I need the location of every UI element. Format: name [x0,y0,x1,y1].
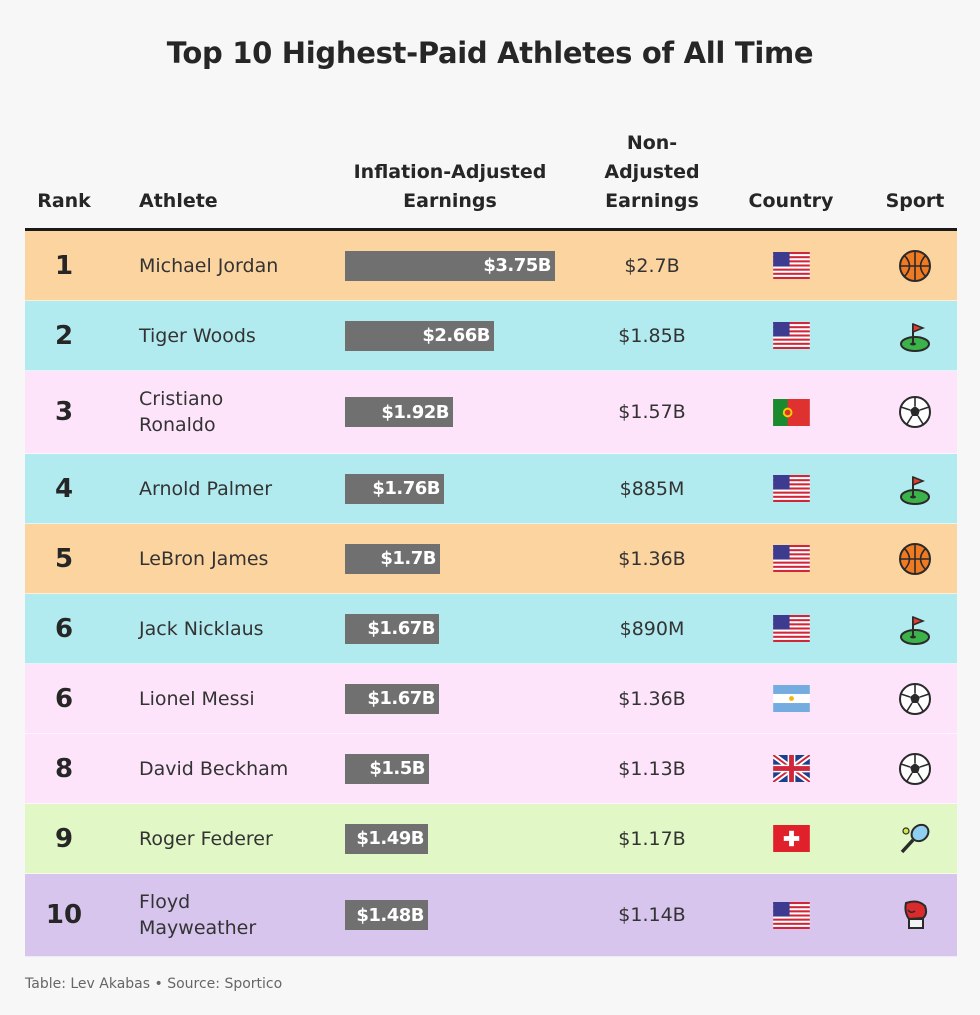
rank-cell: 3 [54,397,74,427]
chart-title: Top 10 Highest-Paid Athletes of All Time [166,36,814,70]
bar-cell: $1.48B [345,874,575,956]
non-adjusted-cell: $1.85B [618,324,686,347]
non-adjusted-cell: $1.17B [618,827,686,850]
table-row: 9 Roger Federer $1.49B $1.17B [25,804,957,874]
basketball-icon [880,524,950,593]
soccer-icon [880,734,950,803]
country-flag-switzerland-icon [755,804,827,873]
header-rule [25,228,957,231]
non-adjusted-cell: $1.36B [618,547,686,570]
rank-cell: 6 [54,683,74,714]
rank-cell: 1 [54,250,74,281]
adjusted-earnings-bar: $1.67B [345,683,439,714]
bar-cell: $3.75B [345,231,575,300]
athlete-cell: David Beckham [139,757,289,780]
rank-cell: 4 [54,473,74,504]
athlete-cell: Lionel Messi [139,687,255,710]
table-row: 8 David Beckham $1.5B $1.13B [25,734,957,804]
athlete-cell: Michael Jordan [139,254,279,277]
rank-cell: 8 [54,753,74,784]
source-note: Table: Lev Akabas • Source: Sportico [25,976,283,992]
bar-cell: $1.67B [345,664,575,733]
non-adjusted-cell: $890M [619,617,685,640]
header-nonadj-line3: Earnings [605,190,699,212]
table-row: 10 Floyd Mayweather $1.48B $1.14B [25,874,957,957]
athlete-cell: Tiger Woods [139,324,256,347]
header-athlete: Athlete [139,190,218,212]
rank-cell: 2 [54,320,74,351]
table-row: 2 Tiger Woods $2.66B $1.85B [25,301,957,371]
adjusted-earnings-bar: $1.5B [345,753,429,784]
adjusted-earnings-bar: $1.7B [345,543,440,574]
basketball-icon [880,231,950,300]
header-adjusted-line2: Earnings [403,190,497,212]
tennis-icon [880,804,950,873]
bar-cell: $2.66B [345,301,575,370]
country-flag-portugal-icon [755,371,827,453]
bar-cell: $1.5B [345,734,575,803]
adjusted-earnings-bar: $1.48B [345,900,428,930]
golf-icon [880,454,950,523]
athlete-cell: Floyd Mayweather [139,891,257,939]
header-rank: Rank [37,190,91,212]
table-row: 4 Arnold Palmer $1.76B $885M [25,454,957,524]
golf-icon [880,594,950,663]
rank-cell: 10 [45,900,83,930]
golf-icon [880,301,950,370]
non-adjusted-cell: $1.57B [618,401,686,423]
bar-cell: $1.7B [345,524,575,593]
header-nonadj-line2: Adjusted [604,161,700,183]
country-flag-usa-icon [755,874,827,956]
bar-cell: $1.92B [345,371,575,453]
non-adjusted-cell: $885M [619,477,685,500]
soccer-icon [880,371,950,453]
table-row: 3 Cristiano Ronaldo $1.92B $1.57B [25,371,957,454]
header-country: Country [748,190,834,212]
table-header: Rank Athlete Inflation-Adjusted Earnings… [25,130,957,226]
country-flag-usa-icon [755,231,827,300]
header-adjusted-line1: Inflation-Adjusted [353,161,547,183]
adjusted-earnings-bar: $1.67B [345,613,439,644]
non-adjusted-cell: $1.13B [618,757,686,780]
bar-cell: $1.67B [345,594,575,663]
soccer-icon [880,664,950,733]
header-nonadj-line1: Non- [626,132,678,154]
header-non-adjusted: Non- Adjusted Earnings [575,129,729,216]
country-flag-uk-icon [755,734,827,803]
table-row: 6 Jack Nicklaus $1.67B $890M [25,594,957,664]
boxing-icon [880,874,950,956]
non-adjusted-cell: $2.7B [624,254,680,277]
country-flag-usa-icon [755,524,827,593]
adjusted-earnings-bar: $1.49B [345,823,428,854]
country-flag-usa-icon [755,454,827,523]
athlete-cell: Cristiano Ronaldo [139,388,224,436]
header-sport: Sport [885,190,945,212]
table-row: 6 Lionel Messi $1.67B $1.36B [25,664,957,734]
rank-cell: 9 [54,823,74,854]
adjusted-earnings-bar: $3.75B [345,250,555,281]
country-flag-usa-icon [755,594,827,663]
bar-cell: $1.76B [345,454,575,523]
bar-cell: $1.49B [345,804,575,873]
rank-cell: 6 [54,613,74,644]
athlete-cell: Arnold Palmer [139,477,273,500]
adjusted-earnings-bar: $1.92B [345,397,453,427]
non-adjusted-cell: $1.14B [618,904,686,926]
athlete-cell: Jack Nicklaus [139,617,264,640]
non-adjusted-cell: $1.36B [618,687,686,710]
table-body: 1 Michael Jordan $3.75B $2.7B 2 Tiger Wo… [25,231,957,957]
athlete-cell: Roger Federer [139,827,273,850]
header-adjusted: Inflation-Adjusted Earnings [340,158,560,216]
athlete-cell: LeBron James [139,547,269,570]
country-flag-usa-icon [755,301,827,370]
table-row: 1 Michael Jordan $3.75B $2.7B [25,231,957,301]
adjusted-earnings-bar: $2.66B [345,320,494,351]
adjusted-earnings-bar: $1.76B [345,473,444,504]
table-row: 5 LeBron James $1.7B $1.36B [25,524,957,594]
country-flag-argentina-icon [755,664,827,733]
rank-cell: 5 [54,543,74,574]
